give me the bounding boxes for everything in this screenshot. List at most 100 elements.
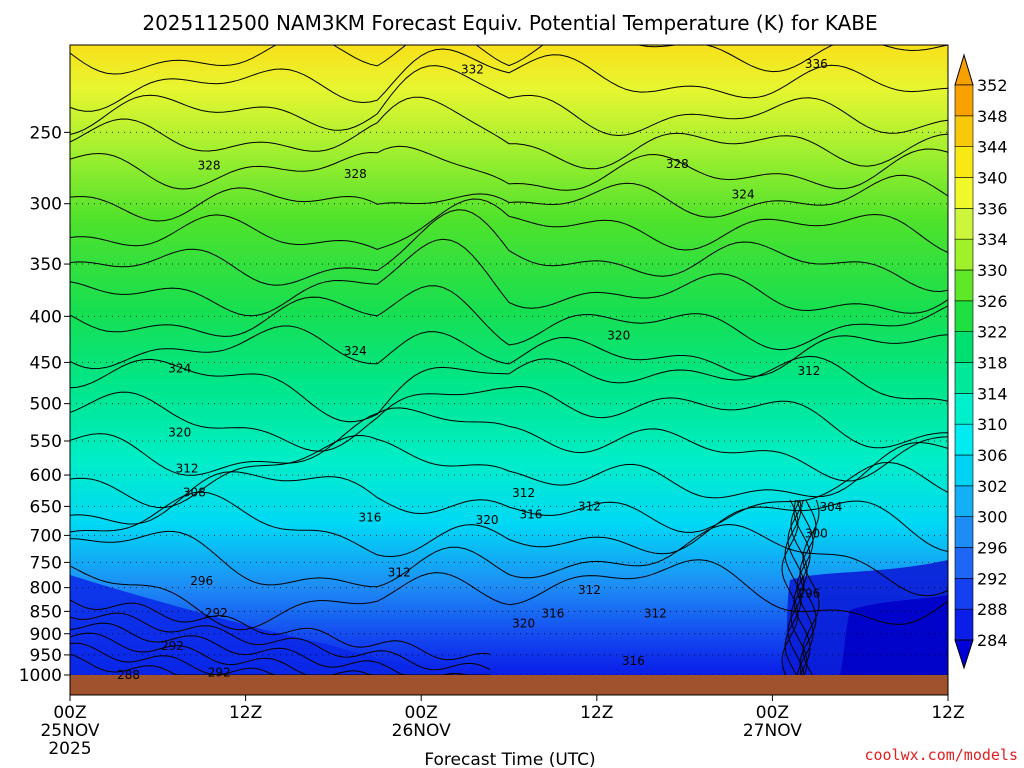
contour-label-9: 312 bbox=[798, 364, 821, 378]
contour-label-7: 324 bbox=[168, 361, 191, 375]
contour-line-4 bbox=[70, 145, 948, 191]
contour-low-2 bbox=[70, 622, 490, 675]
colorbar-box-322 bbox=[954, 300, 974, 332]
contour-line-16 bbox=[70, 491, 948, 558]
chart-title: 2025112500 NAM3KM Forecast Equiv. Potent… bbox=[142, 11, 877, 35]
y-tick-label-550: 550 bbox=[30, 432, 62, 452]
colorbar-label-292: 292 bbox=[977, 569, 1008, 588]
plot-area bbox=[70, 45, 948, 675]
contour-label-12: 308 bbox=[183, 485, 206, 499]
colorbar-min-triangle bbox=[954, 639, 974, 670]
colorbar-box-344 bbox=[954, 115, 974, 147]
colorbar-box-292 bbox=[954, 547, 974, 579]
contour-label-11: 312 bbox=[176, 461, 199, 475]
x-tick-label-2: 00Z bbox=[405, 703, 438, 723]
colorbar-box-310 bbox=[954, 393, 974, 425]
y-tick-label-700: 700 bbox=[30, 526, 62, 546]
colorbar-label-322: 322 bbox=[977, 323, 1008, 342]
contour-line-3 bbox=[70, 96, 948, 170]
contour-lines bbox=[70, 45, 948, 675]
colorbar-box-336 bbox=[954, 177, 974, 209]
colorbar-box-284 bbox=[954, 608, 974, 641]
colorbar-box-330 bbox=[954, 238, 974, 271]
contour-label-28: 292 bbox=[161, 639, 184, 653]
colorbar-label-334: 334 bbox=[977, 230, 1008, 249]
colorbar-label-352: 352 bbox=[977, 76, 1008, 95]
contour-label-21: 296 bbox=[190, 574, 213, 588]
colorbar-box-348 bbox=[954, 84, 974, 117]
colorbar-label-340: 340 bbox=[977, 169, 1008, 188]
colorbar-box-306 bbox=[954, 423, 974, 456]
contour-low-1 bbox=[70, 612, 491, 671]
colorbar-box-300 bbox=[954, 485, 974, 517]
x-tick-label-3: 12Z bbox=[580, 703, 613, 723]
cold-pool-shading bbox=[70, 575, 470, 675]
colorbar-label-296: 296 bbox=[977, 539, 1008, 558]
x-tick-label-0: 00Z bbox=[53, 703, 86, 723]
contour-label-25: 316 bbox=[541, 607, 564, 621]
x-tick-date-0: 25NOV bbox=[40, 721, 99, 741]
contour-label-23: 296 bbox=[798, 586, 821, 600]
y-tick-label-300: 300 bbox=[30, 195, 62, 215]
colorbar-label-336: 336 bbox=[977, 199, 1008, 218]
contour-label-20: 312 bbox=[388, 566, 411, 580]
pressure-gridlines bbox=[70, 131, 948, 675]
y-tick-label-850: 850 bbox=[30, 602, 62, 622]
x-tick-label-1: 12Z bbox=[229, 703, 262, 723]
contour-line-13 bbox=[70, 407, 948, 482]
contour-label-3: 328 bbox=[344, 167, 367, 181]
colorbar-label-310: 310 bbox=[977, 415, 1008, 434]
colorbar-box-314 bbox=[954, 362, 974, 394]
contour-line-12 bbox=[70, 385, 948, 452]
y-tick-label-450: 450 bbox=[30, 353, 62, 373]
colorbar-box-302 bbox=[954, 454, 974, 487]
contour-label-17: 312 bbox=[578, 499, 601, 513]
contour-label-5: 324 bbox=[732, 187, 755, 201]
contour-line-10 bbox=[70, 325, 948, 377]
y-tick-label-800: 800 bbox=[30, 579, 62, 599]
contour-label-19: 300 bbox=[805, 527, 828, 541]
y-tick-label-350: 350 bbox=[30, 255, 62, 275]
colorbar-label-314: 314 bbox=[977, 384, 1008, 403]
contour-label-24: 292 bbox=[205, 606, 228, 620]
contour-line-0 bbox=[70, 45, 948, 75]
colorbar-max-triangle bbox=[954, 53, 974, 86]
contour-label-6: 320 bbox=[607, 328, 630, 342]
credit-text: coolwx.com/models bbox=[864, 746, 1018, 764]
colorbar-box-288 bbox=[954, 578, 974, 610]
contour-label-30: 292 bbox=[208, 665, 231, 679]
y-tick-label-950: 950 bbox=[30, 646, 62, 666]
colorbar-label-306: 306 bbox=[977, 446, 1008, 465]
y-tick-label-900: 900 bbox=[30, 625, 62, 645]
contour-labels: 332 336 328 328 328 324 320 324 324 312 320 312 308 3… bbox=[117, 57, 842, 682]
x-tick-date-4: 27NOV bbox=[743, 721, 802, 741]
contour-label-0: 332 bbox=[461, 63, 484, 77]
y-tick-label-750: 750 bbox=[30, 553, 62, 573]
plot-frame bbox=[69, 44, 949, 696]
contour-label-16: 312 bbox=[512, 486, 535, 500]
contour-label-29: 316 bbox=[622, 654, 645, 668]
contour-line-15 bbox=[70, 461, 948, 533]
x-tick-year-0: 2025 bbox=[48, 739, 91, 759]
y-axis: 250 300 350 400 450 500 550 600 650 700 750 800 850 9… bbox=[19, 123, 70, 686]
colorbar-label-318: 318 bbox=[977, 354, 1008, 373]
contour-low-4 bbox=[70, 642, 490, 675]
y-tick-label-400: 400 bbox=[30, 307, 62, 327]
colorbar-label-300: 300 bbox=[977, 508, 1008, 527]
colorbar-box-326 bbox=[954, 269, 974, 302]
y-tick-label-250: 250 bbox=[30, 123, 62, 143]
contour-line-14 bbox=[70, 434, 948, 508]
colorbar-box-318 bbox=[954, 331, 974, 363]
colorbar-label-330: 330 bbox=[977, 261, 1008, 280]
contour-label-13: 316 bbox=[359, 511, 382, 525]
colorbar: 284 288 292 296 300 302 306 310 314 318 322 326 330 3… bbox=[954, 53, 1008, 670]
contour-label-18: 304 bbox=[819, 500, 842, 514]
contour-label-8: 324 bbox=[344, 344, 367, 358]
contour-label-4: 328 bbox=[666, 157, 689, 171]
contour-low-3 bbox=[70, 632, 490, 675]
contour-line-7 bbox=[70, 209, 948, 293]
contour-label-15: 316 bbox=[519, 508, 542, 522]
x-tick-label-5: 12Z bbox=[931, 703, 964, 723]
x-axis-label: Forecast Time (UTC) bbox=[424, 750, 595, 768]
